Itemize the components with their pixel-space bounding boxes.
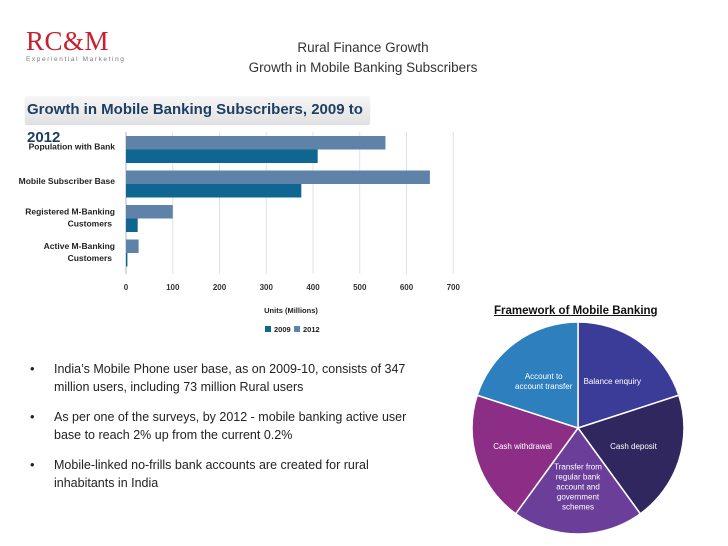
bar-2009	[126, 149, 318, 163]
chart-heading-text: Growth in Mobile Banking Subscribers, 20…	[27, 101, 363, 146]
pie-slice-label: account and	[556, 482, 600, 491]
framework-title: Framework of Mobile Banking	[494, 305, 658, 317]
bullet-item: Mobile-linked no-frills bank accounts ar…	[26, 456, 426, 492]
y-category-label: Active M-Banking	[44, 241, 115, 251]
pie-chart: Balance enquiry Cash deposit Transfer from…	[471, 321, 685, 535]
bar-2012	[126, 136, 386, 150]
bullet-item: India’s Mobile Phone user base, as on 20…	[26, 360, 426, 396]
pie-slice-label: Cash withdrawal	[493, 442, 552, 451]
legend-label: 2009	[274, 325, 291, 334]
logo-wordmark: RC&M	[26, 26, 110, 56]
pie-slice-label: schemes	[562, 502, 594, 511]
chart-heading-banner: Growth in Mobile Banking Subscribers, 20…	[25, 96, 370, 146]
x-tick-label: 400	[306, 283, 320, 292]
bar-2009	[126, 184, 302, 198]
pie-slice	[476, 321, 579, 430]
pie-slice	[471, 394, 580, 515]
y-category-label: Mobile Subscriber Base	[19, 176, 116, 186]
x-tick-label: 100	[166, 283, 180, 292]
company-logo: RC&M Experiential Marketing	[26, 26, 126, 64]
x-tick-label: 300	[260, 283, 274, 292]
bar-2012	[126, 239, 139, 253]
x-tick-label: 200	[213, 283, 227, 292]
bullet-list: India’s Mobile Phone user base, as on 20…	[26, 360, 426, 504]
y-category-label: Registered M-Banking	[25, 207, 115, 217]
pie-slice-label: Transfer from	[554, 462, 602, 471]
y-category-label: Customers	[68, 253, 113, 263]
pie-slice-label: government	[557, 492, 600, 501]
pie-slice-label: regular bank	[556, 472, 601, 481]
x-tick-label: 0	[124, 283, 129, 292]
bar-2009	[126, 218, 138, 232]
bar-2012	[126, 205, 173, 219]
x-tick-label: 600	[400, 283, 414, 292]
x-tick-label: 500	[353, 283, 367, 292]
pie-slice	[514, 426, 642, 535]
logo-tagline: Experiential Marketing	[26, 56, 126, 63]
bar-2012	[126, 170, 430, 184]
pie-slice-label: Balance enquiry	[584, 377, 641, 386]
x-tick-label: 700	[447, 283, 461, 292]
slide-title-line-2: Growth in Mobile Banking Subscribers	[248, 60, 478, 75]
slide-title-line-1: Rural Finance Growth	[297, 40, 429, 55]
bar-chart: 0 100 200 300 400 500 600 700 Population with Ba…	[19, 132, 461, 334]
bullet-item: As per one of the surveys, by 2012 - mob…	[26, 408, 426, 444]
y-category-label: Customers	[68, 219, 113, 229]
pie-slice	[576, 394, 685, 515]
legend-swatch	[265, 326, 271, 332]
legend-swatch	[294, 326, 300, 332]
slide-title: Rural Finance Growth Growth in Mobile Ba…	[200, 38, 526, 78]
bar-2009	[126, 253, 128, 267]
pie-slice-label: Cash deposit	[610, 442, 657, 451]
pie-slice	[577, 321, 680, 430]
pie-slice-label: Account to	[525, 372, 563, 381]
y-category-label: Population with Bank	[29, 142, 116, 152]
pie-slice-label: account transfer	[515, 382, 573, 391]
legend-label: 2012	[303, 325, 320, 334]
x-axis-label: Units (Millions)	[264, 306, 318, 315]
